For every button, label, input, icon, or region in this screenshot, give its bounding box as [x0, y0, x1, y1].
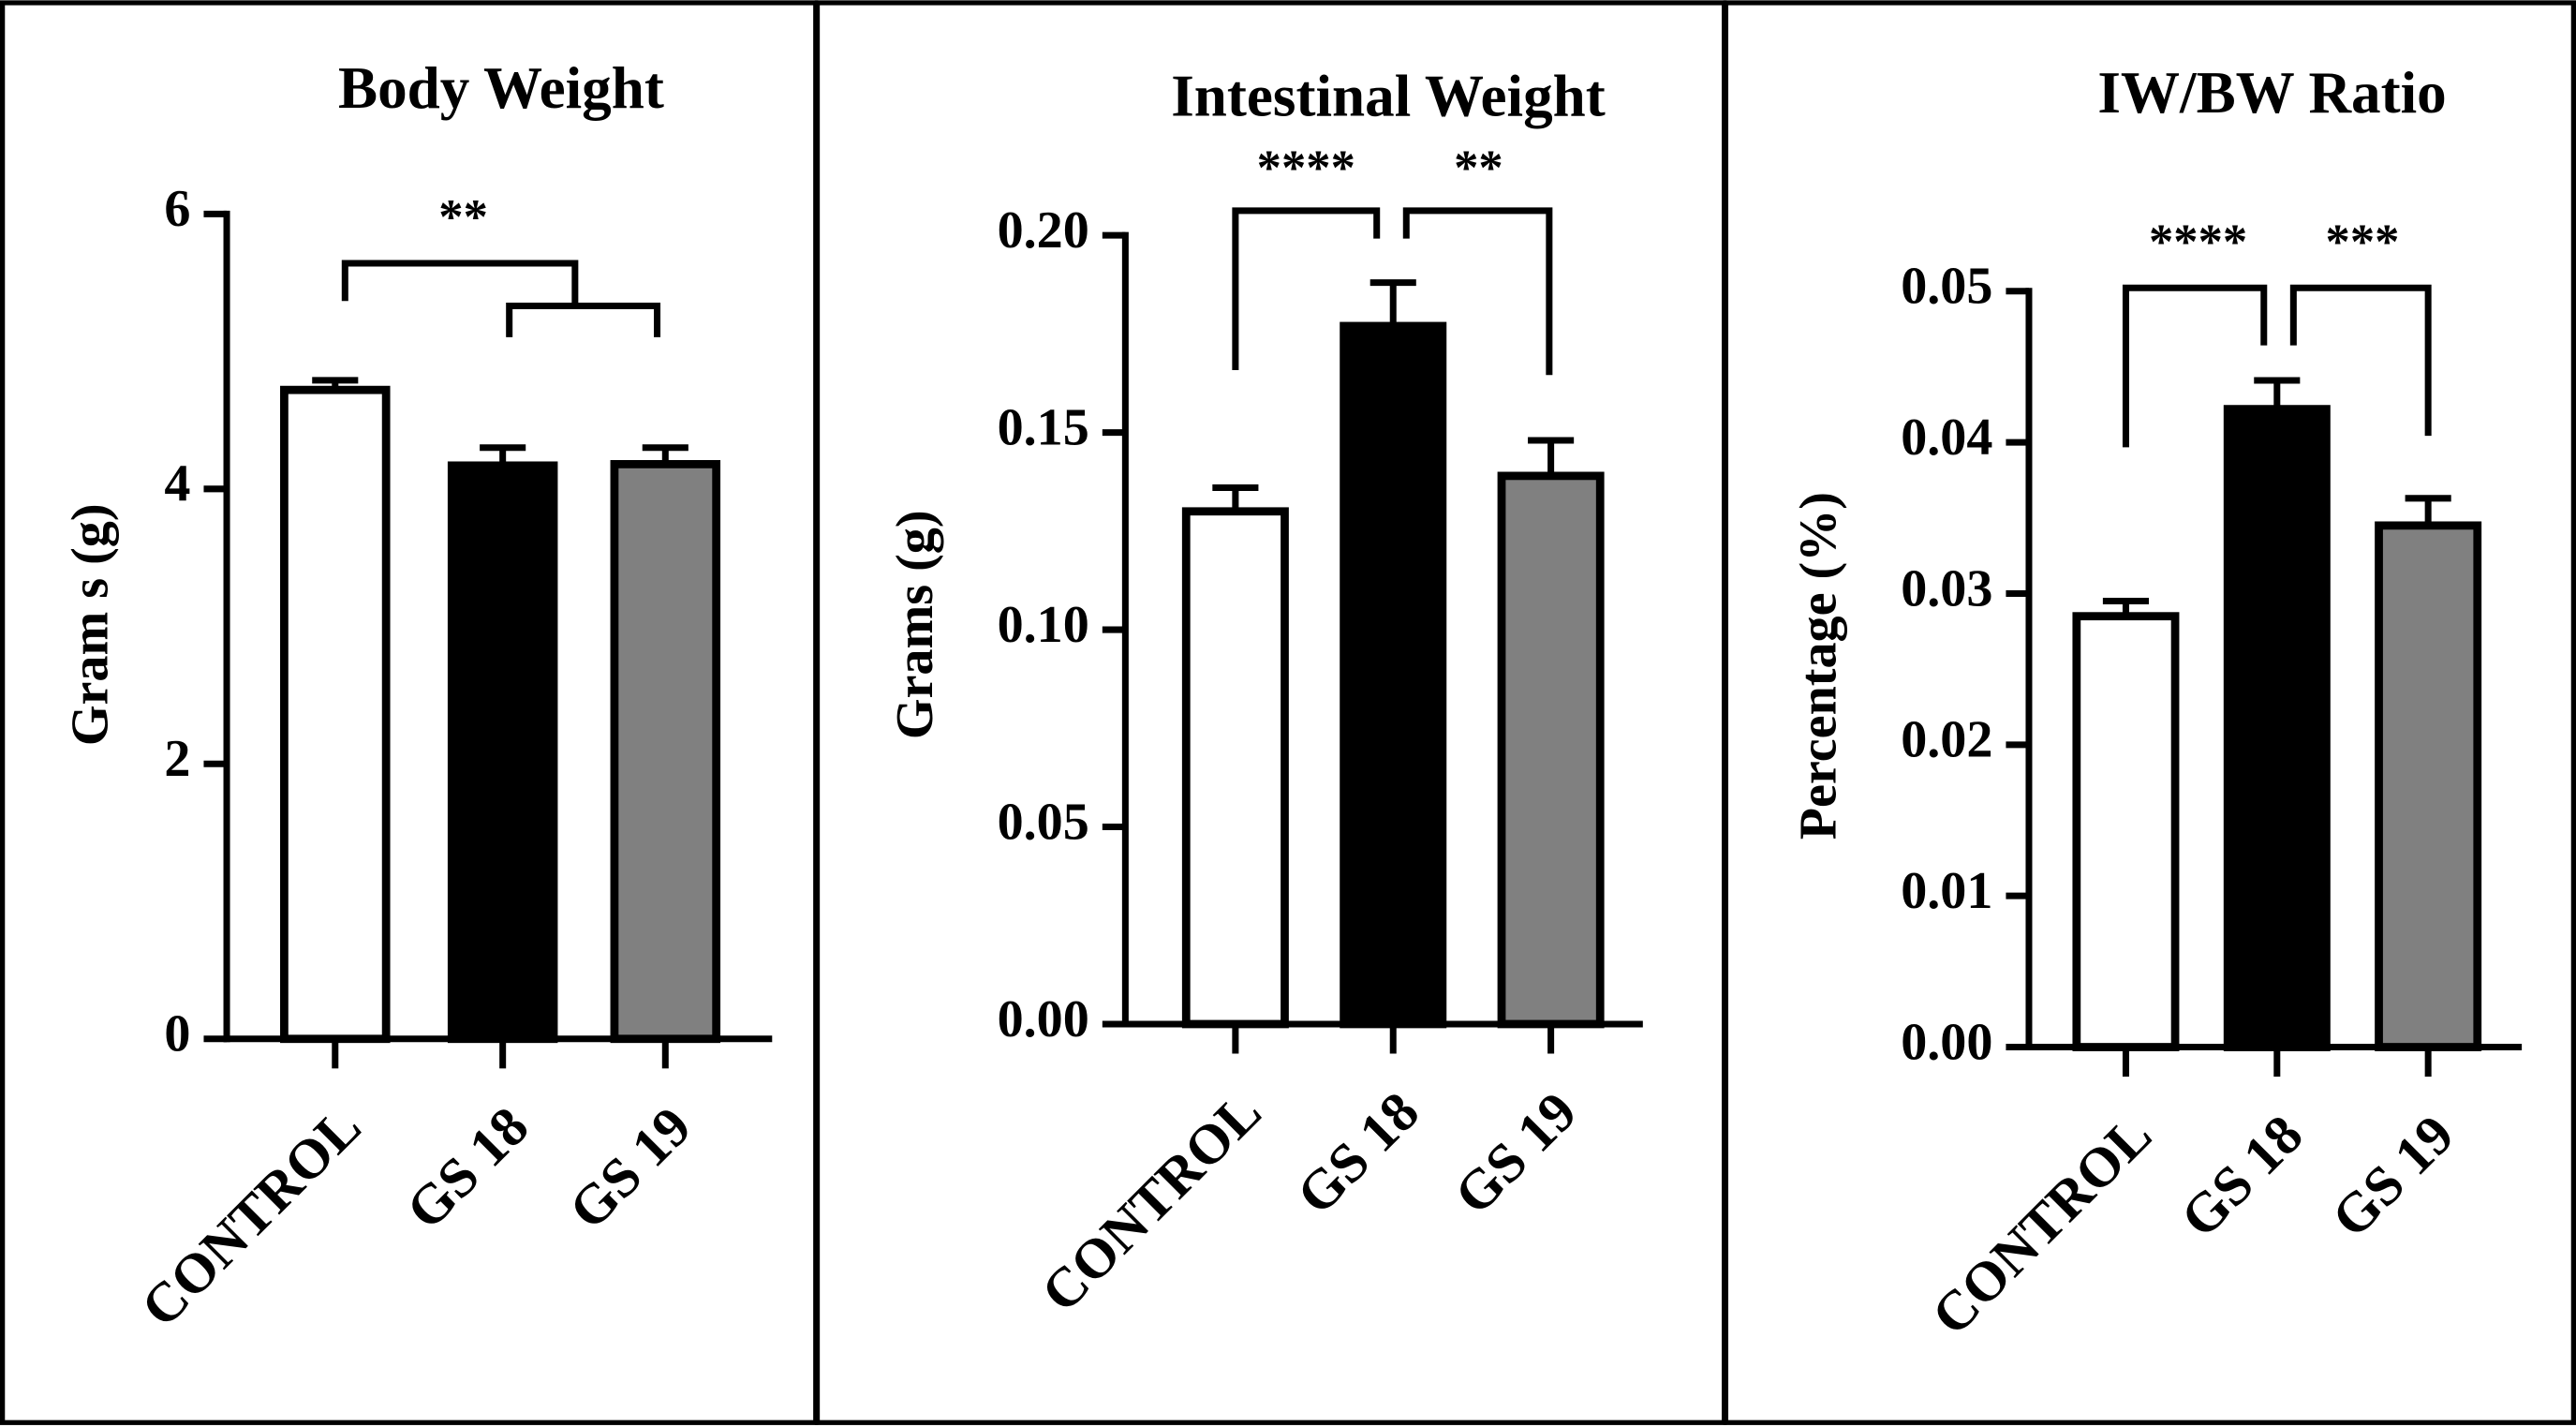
x-tick-label: GS 18: [394, 1095, 540, 1241]
significance-bracket: [1232, 207, 1381, 370]
chart-title: Body Weight: [338, 55, 664, 121]
y-tick-label: 0: [164, 1005, 190, 1063]
bar: [1340, 321, 1447, 1029]
chart-title: Intestinal Weight: [1171, 64, 1606, 129]
significance-bracket: [341, 260, 661, 337]
significance-label: **: [438, 190, 488, 245]
significance-bracket: [2289, 284, 2432, 437]
y-tick-label: 6: [164, 180, 190, 238]
significance-bracket: [1402, 207, 1553, 376]
y-tick-label: 0.02: [1901, 711, 1992, 769]
x-tick-label: CONTROL: [1029, 1080, 1273, 1324]
y-tick-label: 0.10: [998, 596, 1089, 654]
significance-bracket: [2122, 284, 2268, 448]
significance-label: ****: [2149, 215, 2247, 269]
y-tick-label: 0.04: [1901, 409, 1992, 467]
y-tick-label: 0.00: [1901, 1013, 1992, 1071]
bar: [1181, 507, 1289, 1029]
y-tick-label: 0.15: [998, 398, 1089, 456]
x-tick-label: GS 18: [2169, 1103, 2315, 1249]
bar: [280, 385, 391, 1044]
y-axis-label: Gram s (g): [62, 503, 120, 746]
y-tick-label: 0.05: [1901, 258, 1992, 316]
chart-title: IW/BW Ratio: [2097, 60, 2446, 126]
y-tick-label: 2: [164, 730, 190, 788]
y-tick-label: 0.03: [1901, 559, 1992, 617]
y-tick-label: 4: [164, 455, 190, 513]
x-tick-label: GS 18: [1285, 1080, 1431, 1226]
y-axis-label: Percentage (%): [1790, 492, 1848, 840]
x-tick-label: CONTROL: [129, 1095, 373, 1339]
y-tick-label: 0.20: [998, 201, 1089, 260]
bar: [2072, 612, 2180, 1051]
bar: [2375, 521, 2482, 1051]
x-tick-label: GS 19: [1443, 1080, 1589, 1226]
bar: [1497, 471, 1605, 1029]
y-tick-label: 0.05: [998, 793, 1089, 851]
y-tick-label: 0.00: [998, 990, 1089, 1048]
x-tick-label: CONTROL: [1920, 1103, 2164, 1346]
x-tick-label: GS 19: [2319, 1103, 2465, 1249]
bar: [610, 460, 721, 1044]
bar: [447, 461, 558, 1044]
bar: [2223, 405, 2331, 1051]
y-tick-label: 0.01: [1901, 862, 1992, 920]
y-axis-label: Grams (g): [886, 510, 944, 739]
panel-border: [1723, 0, 2576, 1425]
significance-label: ***: [2326, 215, 2400, 269]
x-tick-label: GS 19: [557, 1095, 703, 1241]
significance-label: **: [1454, 141, 1503, 196]
significance-label: ****: [1257, 141, 1355, 196]
